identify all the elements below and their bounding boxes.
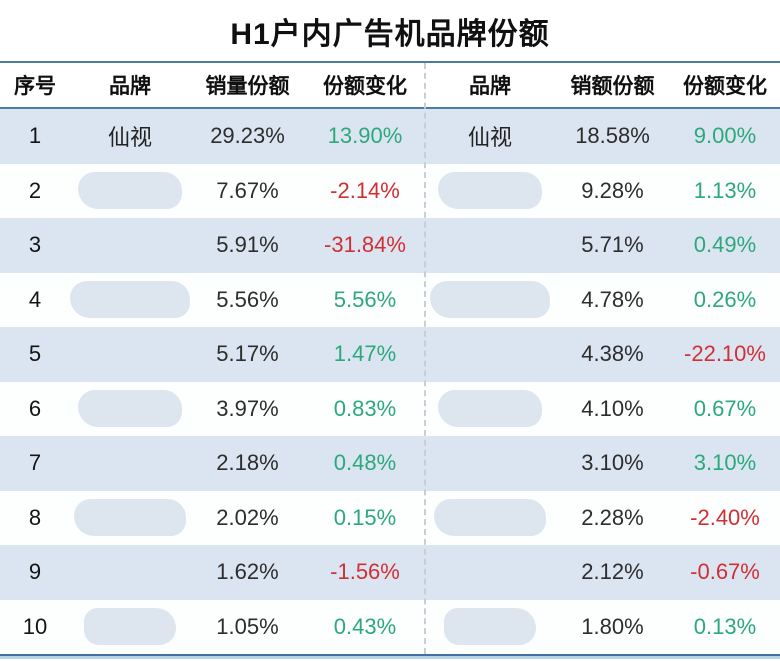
volume-change-cell: 0.48% — [333, 450, 397, 476]
value-change-cell: 0.13% — [693, 613, 757, 639]
brand-cell-value — [425, 172, 555, 210]
row-number-cell: 5 — [28, 341, 42, 367]
table-row: 5 5.17% 1.47% 4.38% -22.10% — [0, 327, 780, 382]
redacted-brand-blob — [78, 390, 182, 428]
volume-share-cell: 5.56% — [216, 286, 279, 312]
redacted-brand-blob — [444, 608, 536, 646]
row-number-cell: 2 — [28, 177, 42, 203]
header-volume-change: 份额变化 — [323, 75, 407, 98]
redacted-brand-blob — [70, 281, 190, 319]
volume-share-cell: 3.97% — [216, 395, 279, 421]
volume-change-cell: -2.14% — [330, 177, 400, 203]
row-number-cell: 6 — [28, 395, 42, 421]
brand-cell-value — [425, 390, 555, 428]
value-change-cell: -22.10% — [684, 341, 766, 367]
brand-share-table: 序号 品牌 销量份额 份额变化 品牌 销额份额 份额变化 1 仙视 29.23%… — [0, 61, 780, 654]
table-row: 2 7.67% -2.14% 9.28% 1.13% — [0, 163, 780, 218]
table-row: 9 1.62% -1.56% 2.12% -0.67% — [0, 545, 780, 600]
value-share-cell: 1.80% — [581, 613, 644, 639]
value-share-cell: 5.71% — [581, 232, 644, 258]
volume-share-cell: 2.18% — [216, 450, 279, 476]
value-change-cell: 0.49% — [693, 232, 757, 258]
value-change-cell: 0.67% — [693, 395, 757, 421]
volume-share-cell: 5.17% — [216, 341, 279, 367]
value-share-cell: 4.78% — [581, 286, 644, 312]
header-value-share: 销额份额 — [570, 75, 655, 98]
volume-share-cell: 1.05% — [216, 613, 279, 639]
value-change-cell: -0.67% — [690, 559, 760, 585]
volume-share-cell: 1.62% — [216, 559, 279, 585]
table-bottom-border — [0, 654, 780, 659]
brand-cell-value — [425, 281, 555, 319]
table-header: 序号 品牌 销量份额 份额变化 品牌 销额份额 份额变化 — [0, 63, 780, 109]
volume-change-cell: -1.56% — [330, 559, 400, 585]
volume-share-cell: 29.23% — [210, 123, 285, 149]
volume-share-cell: 2.02% — [216, 504, 279, 530]
header-no: 序号 — [14, 75, 56, 98]
volume-change-cell: 0.15% — [333, 504, 397, 530]
header-value-change: 份额变化 — [683, 75, 767, 98]
header-volume-share: 销量份额 — [205, 75, 290, 98]
header-brand-volume: 品牌 — [109, 75, 151, 98]
volume-change-cell: 1.47% — [333, 341, 397, 367]
brand-cell-value — [425, 499, 555, 537]
table-row: 6 3.97% 0.83% 4.10% 0.67% — [0, 381, 780, 436]
redacted-brand-blob — [430, 281, 550, 319]
redacted-brand-blob — [434, 499, 546, 537]
brand-cell-value — [425, 608, 555, 646]
row-number-cell: 8 — [28, 504, 42, 530]
brand-cell-volume — [70, 281, 190, 319]
volume-change-cell: -31.84% — [324, 232, 406, 258]
brand-cell-volume — [70, 172, 190, 210]
row-number-cell: 9 — [28, 559, 42, 585]
brand-cell-value: 仙视 — [425, 120, 555, 152]
redacted-brand-blob — [78, 172, 182, 210]
table-row: 8 2.02% 0.15% 2.28% -2.40% — [0, 490, 780, 545]
value-change-cell: -2.40% — [690, 504, 760, 530]
brand-cell-volume — [70, 390, 190, 428]
value-change-cell: 9.00% — [693, 123, 757, 149]
table-row: 1 仙视 29.23% 13.90% 仙视 18.58% 9.00% — [0, 109, 780, 164]
redacted-brand-blob — [74, 499, 186, 537]
brand-cell-volume: 仙视 — [70, 120, 190, 152]
row-number-cell: 1 — [28, 123, 42, 149]
redacted-brand-blob — [438, 390, 542, 428]
value-change-cell: 0.26% — [693, 286, 757, 312]
volume-change-cell: 0.83% — [333, 395, 397, 421]
redacted-brand-blob — [84, 608, 176, 646]
value-share-cell: 4.38% — [581, 341, 644, 367]
value-share-cell: 3.10% — [581, 450, 644, 476]
volume-change-cell: 13.90% — [327, 123, 403, 149]
table-row: 4 5.56% 5.56% 4.78% 0.26% — [0, 272, 780, 327]
header-brand-value: 品牌 — [469, 75, 511, 98]
volume-share-cell: 5.91% — [216, 232, 279, 258]
value-share-cell: 2.12% — [581, 559, 644, 585]
table-rows: 1 仙视 29.23% 13.90% 仙视 18.58% 9.00% 2 7.6… — [0, 109, 780, 654]
value-share-cell: 18.58% — [575, 123, 650, 149]
brand-cell-volume — [70, 499, 190, 537]
value-share-cell: 2.28% — [581, 504, 644, 530]
table-row: 10 1.05% 0.43% 1.80% 0.13% — [0, 599, 780, 654]
table-row: 7 2.18% 0.48% 3.10% 3.10% — [0, 436, 780, 491]
value-change-cell: 1.13% — [693, 177, 757, 203]
row-number-cell: 3 — [28, 232, 42, 258]
table-row: 3 5.91% -31.84% 5.71% 0.49% — [0, 218, 780, 273]
value-change-cell: 3.10% — [693, 450, 757, 476]
row-number-cell: 10 — [22, 613, 48, 639]
brand-name: 仙视 — [467, 125, 512, 151]
brand-name: 仙视 — [107, 125, 152, 151]
volume-share-cell: 7.67% — [216, 177, 279, 203]
brand-cell-volume — [70, 608, 190, 646]
page-title: H1户内广告机品牌份额 — [230, 17, 550, 51]
value-share-cell: 4.10% — [581, 395, 644, 421]
volume-change-cell: 5.56% — [333, 286, 397, 312]
row-number-cell: 4 — [28, 286, 42, 312]
redacted-brand-blob — [438, 172, 542, 210]
row-number-cell: 7 — [28, 450, 42, 476]
volume-change-cell: 0.43% — [333, 613, 397, 639]
value-share-cell: 9.28% — [581, 177, 644, 203]
